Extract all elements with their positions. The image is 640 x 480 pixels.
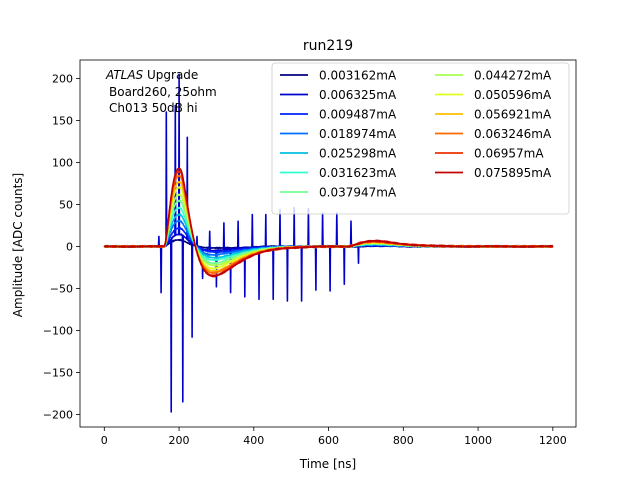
annotation-line1: Upgrade	[143, 68, 198, 82]
x-tick-label: 800	[393, 434, 414, 447]
annotation-italic: ATLAS	[105, 68, 144, 82]
y-axis-label: Amplitude [ADC counts]	[11, 173, 25, 317]
y-tick-label: −200	[43, 408, 73, 421]
legend-label: 0.037947mA	[319, 186, 397, 200]
legend-box	[271, 62, 570, 215]
y-tick-label: 150	[52, 114, 73, 127]
y-tick-label: −50	[50, 282, 73, 295]
legend-label: 0.044272mA	[474, 69, 552, 83]
legend-label: 0.018974mA	[319, 127, 397, 141]
y-tick-label: 50	[59, 198, 73, 211]
x-tick-label: 1000	[464, 434, 492, 447]
legend: 0.003162mA 0.006325mA 0.009487mA 0.018974mA…	[271, 62, 570, 215]
legend-label: 0.031623mA	[319, 166, 397, 180]
legend-label: 0.056921mA	[474, 108, 552, 122]
legend-label: 0.063246mA	[474, 127, 552, 141]
x-tick-label: 1200	[539, 434, 567, 447]
y-tick-label: −100	[43, 324, 73, 337]
legend-label: 0.006325mA	[319, 88, 397, 102]
legend-label: 0.025298mA	[319, 147, 397, 161]
x-tick-label: 400	[243, 434, 264, 447]
y-tick-label: 0	[66, 240, 73, 253]
y-tick-label: 100	[52, 156, 73, 169]
legend-label: 0.050596mA	[474, 88, 552, 102]
legend-label: 0.075895mA	[474, 166, 552, 180]
annotation-line2: Board260, 25ohm	[109, 85, 217, 99]
chart-title: run219	[303, 38, 353, 54]
y-tick-label: 200	[52, 72, 73, 85]
series-layer	[103, 73, 554, 413]
x-tick-label: 200	[169, 434, 190, 447]
svg-text:ATLAS Upgrade: ATLAS Upgrade	[105, 68, 198, 82]
plot-frame	[79, 59, 577, 428]
atlas-annotation: ATLAS Upgrade Board260, 25ohm Ch013 50dB…	[105, 68, 217, 115]
y-axis: −200 −150 −100 −50 0 50 100 150 200	[43, 72, 80, 421]
x-tick-label: 600	[318, 434, 339, 447]
legend-label: 0.06957mA	[474, 147, 544, 161]
x-axis: 0 200 400 600 800 1000 1200	[101, 427, 567, 447]
legend-label: 0.003162mA	[319, 69, 397, 83]
y-tick-label: −150	[43, 366, 73, 379]
annotation-line3: Ch013 50dB hi	[109, 101, 198, 115]
x-axis-label: Time [ns]	[299, 457, 356, 471]
legend-label: 0.009487mA	[319, 108, 397, 122]
series-line	[103, 167, 554, 278]
x-tick-label: 0	[101, 434, 108, 447]
